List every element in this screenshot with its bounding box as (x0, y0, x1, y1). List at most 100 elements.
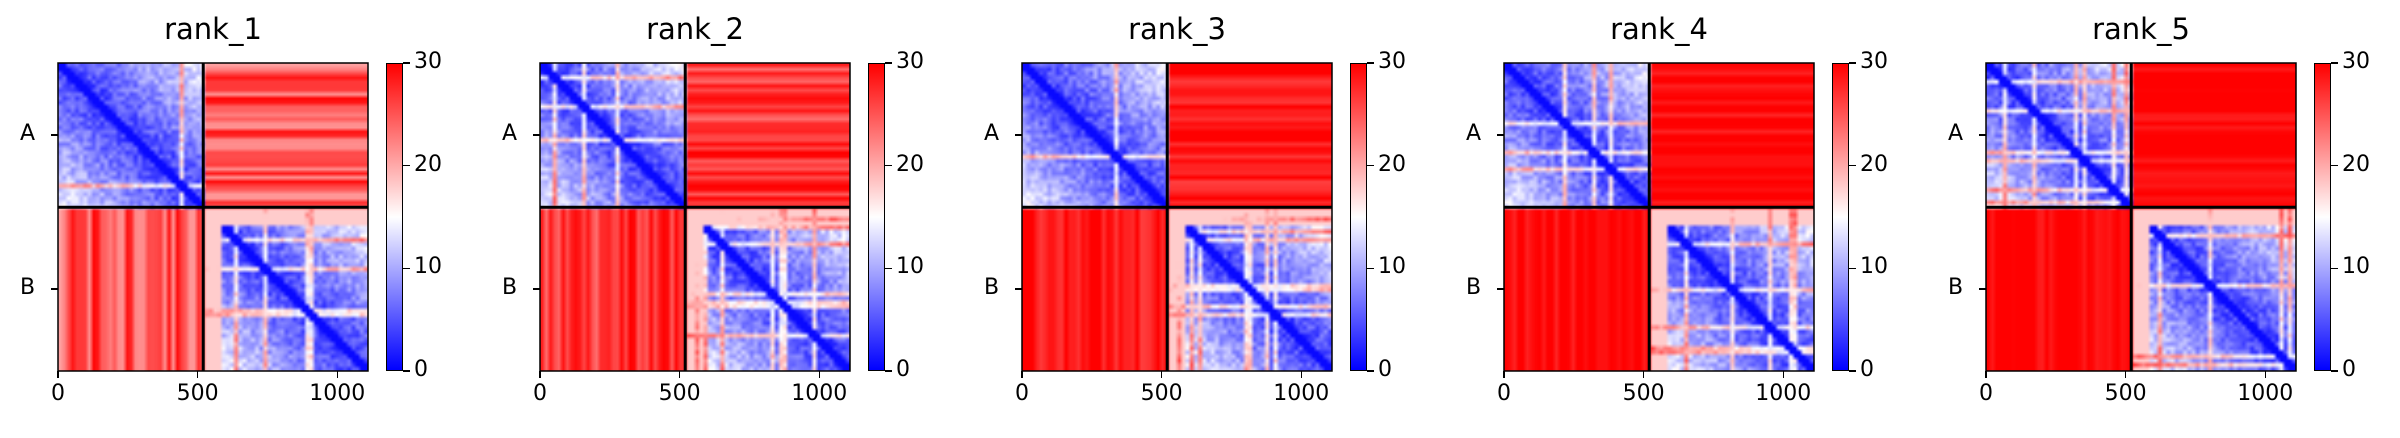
heatmap-overlay (539, 62, 851, 372)
x-tick-label: 0 (533, 381, 547, 406)
colorbar-tick-label: 0 (1378, 357, 1392, 382)
x-tick-mark (57, 371, 59, 378)
colorbar-tick-mark (403, 370, 410, 372)
x-tick-label: 0 (1979, 381, 1993, 406)
y-tick-label: A (20, 121, 36, 147)
heatmap-overlay (1503, 62, 1815, 372)
colorbar-tick-mark (1849, 164, 1856, 167)
colorbar-tick-label: 20 (1860, 151, 1888, 177)
colorbar-tick-mark (403, 164, 410, 167)
x-tick-mark (2124, 371, 2127, 378)
heatmap-frame (57, 62, 369, 372)
colorbar (1832, 63, 1849, 371)
y-tick-mark (1497, 134, 1504, 136)
x-tick-label: 500 (1622, 381, 1665, 406)
colorbar-tick-mark (1367, 62, 1374, 64)
colorbar-tick-label: 10 (896, 254, 924, 280)
y-tick-label: A (1948, 121, 1964, 147)
x-tick-mark (336, 371, 339, 378)
heatmap-overlay (1021, 62, 1333, 372)
colorbar-tick-label: 0 (1860, 357, 1874, 382)
x-tick-label: 1000 (309, 381, 366, 406)
x-tick-label: 500 (1140, 381, 1183, 406)
colorbar (868, 63, 885, 371)
colorbar-tick-mark (1367, 164, 1374, 167)
colorbar-tick-mark (885, 62, 892, 64)
y-tick-label: B (984, 275, 1000, 301)
pae-heatmap (1022, 63, 1332, 371)
colorbar (386, 63, 403, 371)
x-tick-mark (818, 371, 821, 378)
colorbar-tick-label: 0 (414, 357, 428, 382)
colorbar-tick-label: 30 (896, 49, 924, 74)
y-tick-label: B (20, 275, 36, 301)
heatmap-frame (1503, 62, 1815, 372)
panel-title: rank_2 (646, 12, 744, 46)
panel-title: rank_5 (2092, 12, 2190, 46)
y-tick-label: B (1948, 275, 1964, 301)
x-tick-label: 1000 (791, 381, 848, 406)
colorbar-tick-mark (2331, 62, 2338, 64)
heatmap-frame (1021, 62, 1333, 372)
colorbar-tick-mark (2331, 267, 2338, 270)
x-tick-mark (196, 371, 199, 378)
y-tick-label: B (1466, 275, 1482, 301)
y-tick-mark (51, 134, 58, 136)
heatmap-panel: rank_2 A B 0 500 1000 0 10 20 30 (482, 0, 952, 438)
colorbar-tick-label: 30 (414, 49, 442, 74)
x-tick-mark (1985, 371, 1987, 378)
pae-heatmap (1986, 63, 2296, 371)
y-tick-mark (1979, 288, 1986, 290)
x-tick-label: 1000 (1755, 381, 1812, 406)
colorbar-tick-label: 30 (1378, 49, 1406, 74)
y-tick-mark (1979, 134, 1986, 136)
colorbar-tick-mark (403, 62, 410, 64)
x-tick-mark (1300, 371, 1303, 378)
colorbar-tick-label: 20 (2342, 151, 2370, 177)
y-tick-label: A (502, 121, 518, 147)
colorbar-tick-mark (2331, 370, 2338, 372)
colorbar-tick-label: 10 (1378, 254, 1406, 280)
colorbar-tick-label: 10 (2342, 254, 2370, 280)
x-tick-label: 500 (176, 381, 219, 406)
colorbar-tick-mark (1849, 370, 1856, 372)
pae-heatmap (1504, 63, 1814, 371)
colorbar-tick-label: 30 (1860, 49, 1888, 74)
pae-heatmap (58, 63, 368, 371)
y-tick-label: A (1466, 121, 1482, 147)
y-tick-label: B (502, 275, 518, 301)
x-tick-mark (1503, 371, 1505, 378)
colorbar (1350, 63, 1367, 371)
pae-heatmap (540, 63, 850, 371)
colorbar-tick-label: 20 (414, 151, 442, 177)
heatmap-frame (539, 62, 851, 372)
x-tick-mark (539, 371, 541, 378)
x-tick-mark (1160, 371, 1163, 378)
y-tick-mark (533, 288, 540, 290)
x-tick-label: 500 (2104, 381, 2147, 406)
colorbar-tick-label: 0 (2342, 357, 2356, 382)
y-tick-mark (51, 288, 58, 290)
heatmap-panel: rank_1 A B 0 500 1000 0 10 20 30 (0, 0, 470, 438)
x-tick-mark (2264, 371, 2267, 378)
colorbar-tick-mark (1367, 370, 1374, 372)
colorbar (2314, 63, 2331, 371)
x-tick-label: 1000 (1273, 381, 1330, 406)
panel-title: rank_3 (1128, 12, 1226, 46)
y-tick-label: A (984, 121, 1000, 147)
colorbar-tick-mark (885, 370, 892, 372)
y-tick-mark (1015, 288, 1022, 290)
x-tick-label: 0 (51, 381, 65, 406)
heatmap-frame (1985, 62, 2297, 372)
x-tick-mark (1782, 371, 1785, 378)
colorbar-tick-mark (885, 267, 892, 270)
y-tick-mark (1497, 288, 1504, 290)
colorbar-tick-label: 30 (2342, 49, 2370, 74)
colorbar-tick-label: 20 (1378, 151, 1406, 177)
panel-title: rank_4 (1610, 12, 1708, 46)
colorbar-tick-mark (403, 267, 410, 270)
x-tick-mark (1642, 371, 1645, 378)
heatmap-panel: rank_3 A B 0 500 1000 0 10 20 30 (964, 0, 1434, 438)
panel-title: rank_1 (164, 12, 262, 46)
